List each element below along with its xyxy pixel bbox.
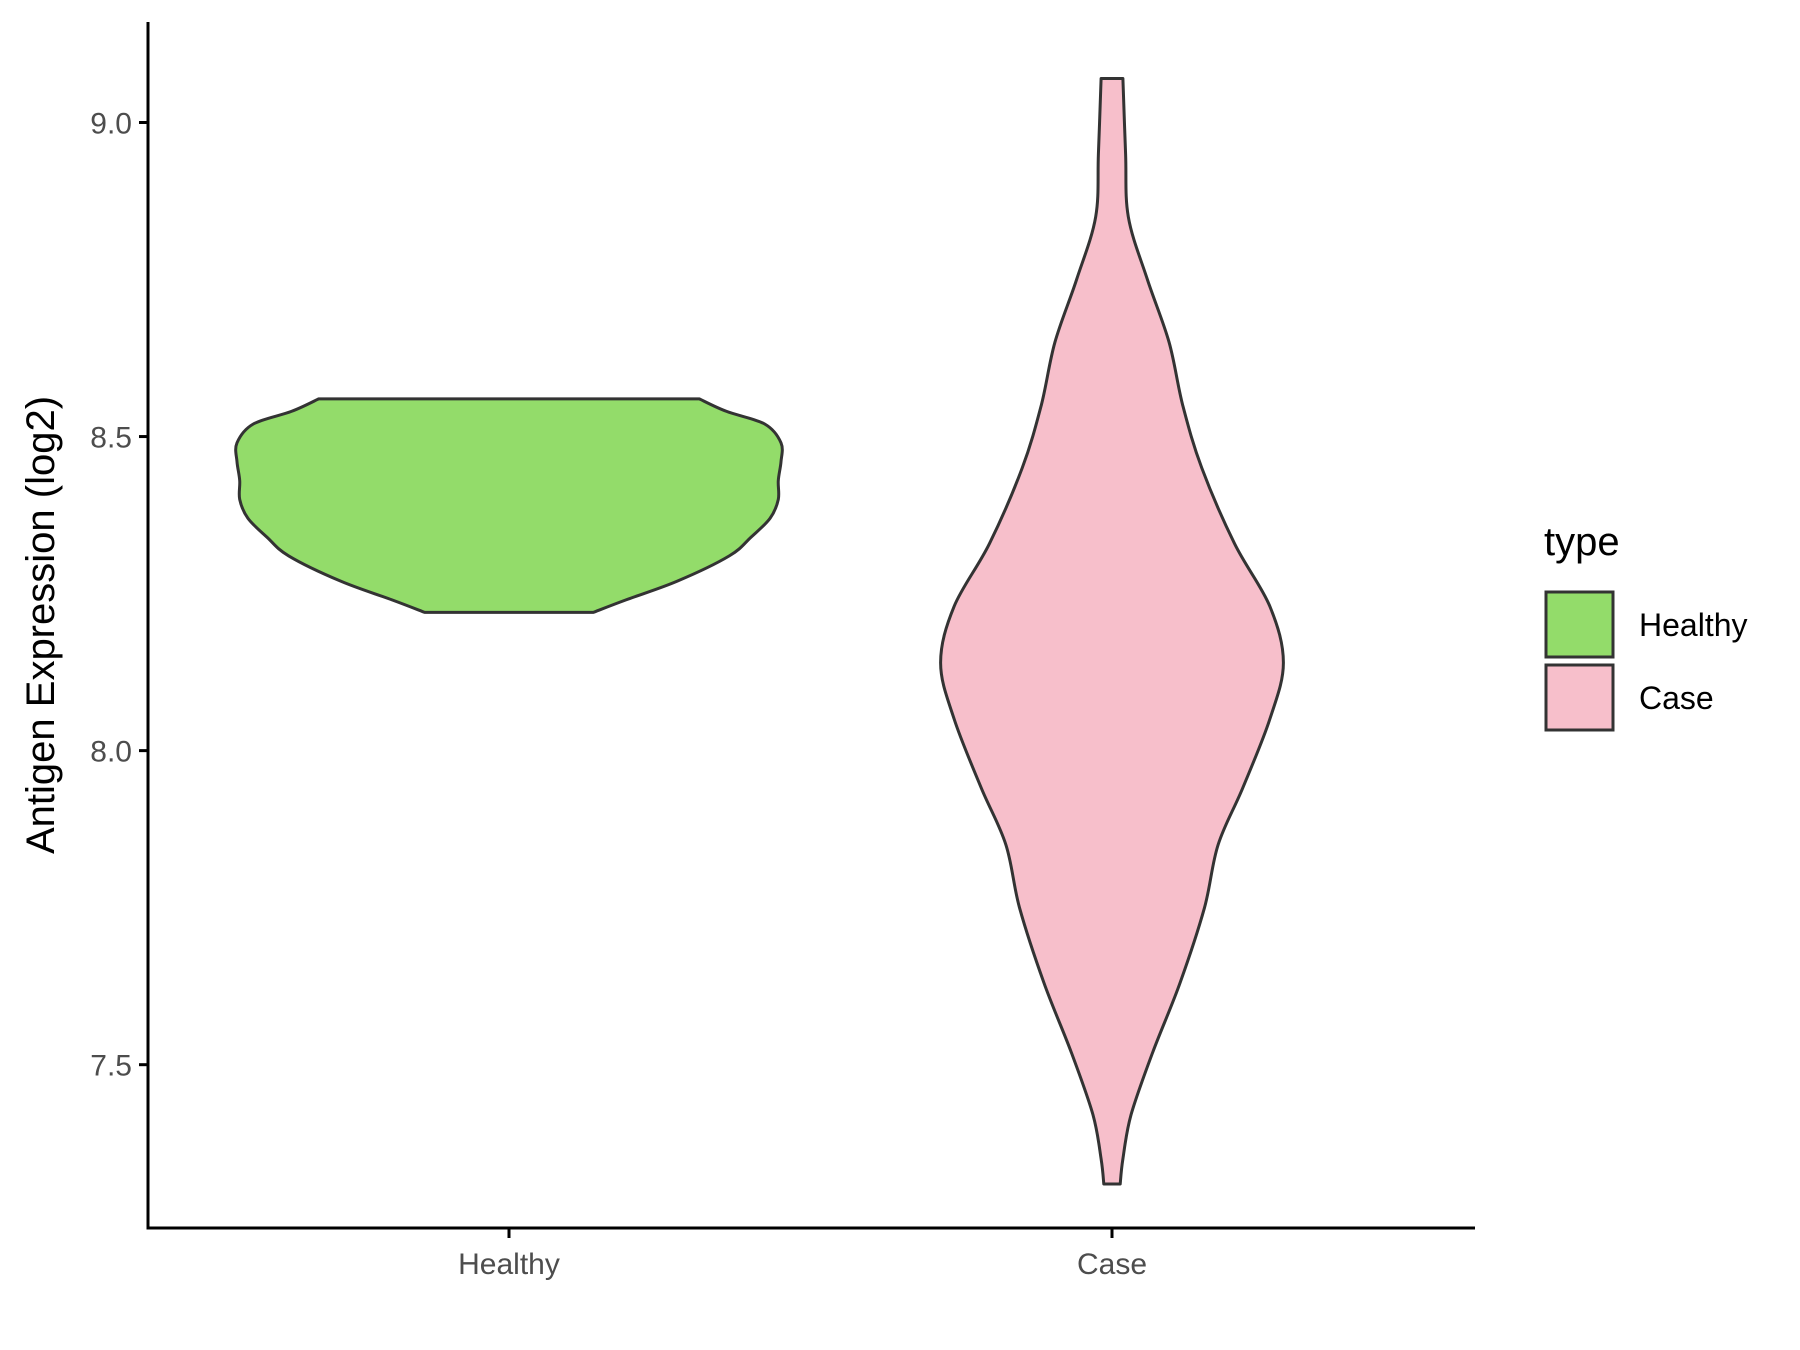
legend-entries: Healthy Case: [1544, 590, 1748, 732]
x-ticks: Healthy Case: [458, 1228, 1147, 1281]
x-tick-label: Case: [1077, 1248, 1147, 1281]
legend-title: type: [1544, 520, 1620, 564]
violins-layer: [234, 77, 1285, 1186]
violin-case: [939, 77, 1285, 1186]
y-tick-label: 8.5: [90, 422, 132, 455]
legend-swatch-case: [1544, 663, 1615, 732]
legend-label-healthy: Healthy: [1639, 607, 1748, 643]
y-axis-title: Antigen Expression (log2): [19, 396, 63, 854]
y-ticks: 7.5 8.0 8.5 9.0: [90, 108, 148, 1083]
violin-healthy: [234, 397, 784, 614]
x-tick-label: Healthy: [458, 1248, 560, 1281]
y-tick-label: 7.5: [90, 1050, 132, 1083]
y-tick-label: 8.0: [90, 736, 132, 769]
legend-swatch-healthy: [1544, 590, 1615, 659]
legend: type Healthy Case: [1544, 520, 1748, 732]
legend-label-case: Case: [1639, 680, 1714, 716]
y-tick-label: 9.0: [90, 108, 132, 141]
